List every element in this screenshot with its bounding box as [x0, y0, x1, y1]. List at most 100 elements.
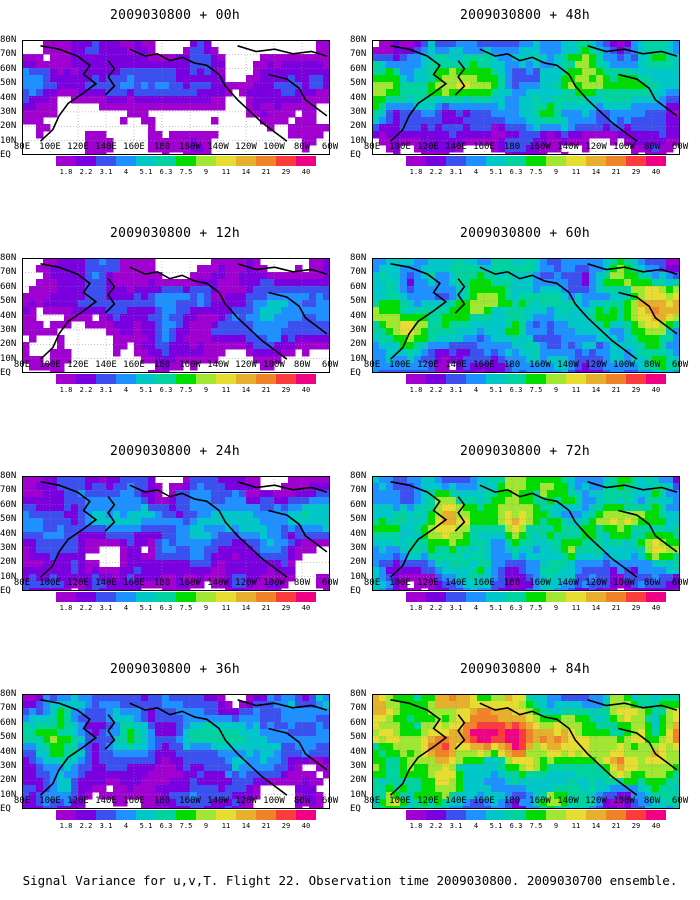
heatmap-cell [309, 518, 317, 526]
heatmap-cell [393, 82, 401, 90]
heatmap-cell [554, 117, 562, 125]
heatmap-cell [288, 694, 296, 702]
heatmap-cell [113, 54, 121, 62]
heatmap-cell [29, 68, 37, 76]
heatmap-cell [43, 286, 51, 294]
heatmap-cell [561, 321, 569, 329]
heatmap-cell [596, 82, 604, 90]
heatmap-cell [316, 518, 324, 526]
heatmap-cell [519, 349, 527, 357]
heatmap-cell [596, 511, 604, 519]
heatmap-cell [624, 588, 632, 591]
heatmap-cell [624, 370, 632, 373]
heatmap-cell [645, 349, 653, 357]
heatmap-cell [309, 757, 317, 765]
heatmap-cell [232, 314, 240, 322]
heatmap-cell [638, 272, 646, 280]
heatmap-cell [204, 40, 212, 48]
heatmap-cell [526, 553, 534, 561]
heatmap-cell [477, 96, 485, 104]
heatmap-cell [673, 342, 680, 350]
heatmap-cell [400, 490, 408, 498]
heatmap-cell [169, 497, 177, 505]
heatmap-cell [519, 511, 527, 519]
heatmap-cell [428, 497, 436, 505]
heatmap-cell [316, 483, 324, 491]
heatmap-cell [22, 75, 30, 83]
heatmap-cell [596, 342, 604, 350]
heatmap-cell [673, 553, 680, 561]
heatmap-cell [491, 581, 499, 589]
heatmap-cell [309, 96, 317, 104]
heatmap-cell [120, 40, 128, 48]
heatmap-cell [274, 356, 282, 364]
heatmap-cell [127, 335, 135, 343]
colorbar-label: 1.8 [59, 386, 73, 394]
heatmap-cell [631, 314, 639, 322]
heatmap-cell [575, 68, 583, 76]
heatmap-cell [267, 532, 275, 540]
heatmap-cell [421, 258, 429, 266]
heatmap-cell [239, 490, 247, 498]
heatmap-cell [183, 152, 191, 155]
heatmap-cell [120, 265, 128, 273]
heatmap-cell [519, 553, 527, 561]
heatmap-cell [288, 511, 296, 519]
heatmap-cell [218, 314, 226, 322]
heatmap-cell [435, 286, 443, 294]
heatmap-cell [498, 89, 506, 97]
heatmap-cell [190, 750, 198, 758]
heatmap-cell [645, 61, 653, 69]
heatmap-cell [575, 483, 583, 491]
heatmap-cell [246, 553, 254, 561]
heatmap-cell [491, 68, 499, 76]
heatmap-cell [673, 370, 680, 373]
heatmap-cell [127, 293, 135, 301]
colorbar-label: 11 [221, 604, 231, 612]
heatmap-cell [505, 307, 513, 315]
heatmap-cell [442, 47, 450, 55]
lon-tick-label: 100E [389, 142, 411, 152]
heatmap-cell [393, 272, 401, 280]
heatmap-cell [491, 525, 499, 533]
heatmap-cell [253, 82, 261, 90]
heatmap-cell [477, 356, 485, 364]
heatmap-cell [610, 511, 618, 519]
heatmap-cell [239, 511, 247, 519]
heatmap-cell [106, 750, 114, 758]
heatmap-cell [652, 476, 660, 484]
heatmap-cell [57, 61, 65, 69]
heatmap-cell [176, 314, 184, 322]
heatmap-cell [155, 307, 163, 315]
heatmap-cell [428, 96, 436, 104]
heatmap-cell [43, 47, 51, 55]
colorbar-swatch [96, 156, 116, 166]
heatmap-cell [274, 490, 282, 498]
heatmap-cell [323, 96, 330, 104]
heatmap-cell [659, 286, 667, 294]
heatmap-cell [512, 574, 520, 582]
heatmap-cell [666, 131, 674, 139]
heatmap-cell [57, 525, 65, 533]
heatmap-cell [533, 581, 541, 589]
heatmap-cell [295, 103, 303, 111]
heatmap-cell [127, 307, 135, 315]
heatmap-cell [50, 504, 58, 512]
heatmap-cell [288, 61, 296, 69]
heatmap-cell [617, 574, 625, 582]
heatmap-cell [477, 82, 485, 90]
heatmap-cell [22, 518, 30, 526]
heatmap-cell [169, 138, 177, 146]
heatmap-cell [204, 356, 212, 364]
heatmap-cell [120, 286, 128, 294]
heatmap-cell [71, 279, 79, 287]
heatmap-cell [71, 504, 79, 512]
heatmap-cell [561, 103, 569, 111]
heatmap-cell [309, 89, 317, 97]
heatmap-cell [526, 497, 534, 505]
heatmap-cell [309, 778, 317, 786]
heatmap-cell [435, 349, 443, 357]
heatmap-cell [540, 307, 548, 315]
heatmap-cell [99, 75, 107, 83]
heatmap-cell [519, 539, 527, 547]
